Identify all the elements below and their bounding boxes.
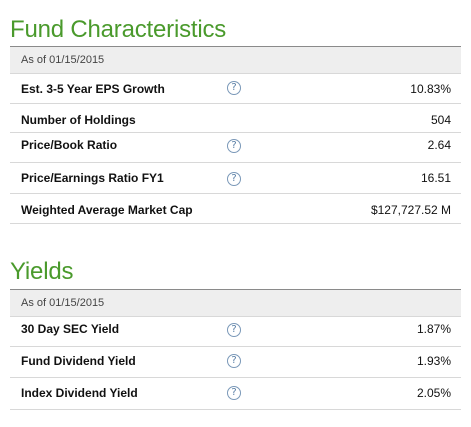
question-icon[interactable]: ? [227,81,241,95]
row-label: Price/Book Ratio [21,138,118,152]
table-row-eps-growth: Est. 3-5 Year EPS Growth ? 10.83% [10,74,461,104]
question-icon[interactable]: ? [227,386,241,400]
question-icon[interactable]: ? [227,172,241,186]
row-label: Number of Holdings [21,113,136,127]
table-row-index-dividend-yield: Index Dividend Yield ? 2.05% [10,378,461,410]
question-icon[interactable]: ? [227,323,241,337]
row-label: Price/Earnings Ratio FY1 [21,171,164,185]
row-value: 2.05% [416,386,451,400]
row-value: 10.83% [410,82,451,96]
table-row-price-earnings: Price/Earnings Ratio FY1 ? 16.51 [10,163,461,194]
row-value: 2.64 [427,138,451,152]
table-row-sec-yield: 30 Day SEC Yield ? 1.87% [10,317,461,347]
title-divider [10,46,461,47]
row-value: 1.93% [416,354,451,368]
row-label: Est. 3-5 Year EPS Growth [21,82,165,96]
question-icon[interactable]: ? [227,139,241,153]
row-value: 504 [430,113,451,127]
as-of-date: As of 01/15/2015 [21,297,105,309]
row-label: 30 Day SEC Yield [21,322,120,336]
yields-title: Yields [10,258,74,285]
as-of-date: As of 01/15/2015 [21,54,105,66]
row-value: 1.87% [416,322,451,336]
table-row-fund-dividend-yield: Fund Dividend Yield ? 1.93% [10,347,461,378]
as-of-header: As of 01/15/2015 [10,290,461,317]
row-label: Index Dividend Yield [21,386,138,400]
fund-characteristics-title: Fund Characteristics [10,16,227,43]
table-row-price-book: Price/Book Ratio ? 2.64 [10,133,461,163]
row-value: 16.51 [420,171,451,185]
row-label: Fund Dividend Yield [21,354,136,368]
table-row-market-cap: Weighted Average Market Cap $127,727.52 … [10,194,461,224]
row-value: $127,727.52 M [370,203,451,217]
title-divider [10,289,461,290]
table-row-number-of-holdings: Number of Holdings 504 [10,104,461,133]
question-icon[interactable]: ? [227,354,241,368]
as-of-header: As of 01/15/2015 [10,47,461,74]
row-label: Weighted Average Market Cap [21,203,193,217]
